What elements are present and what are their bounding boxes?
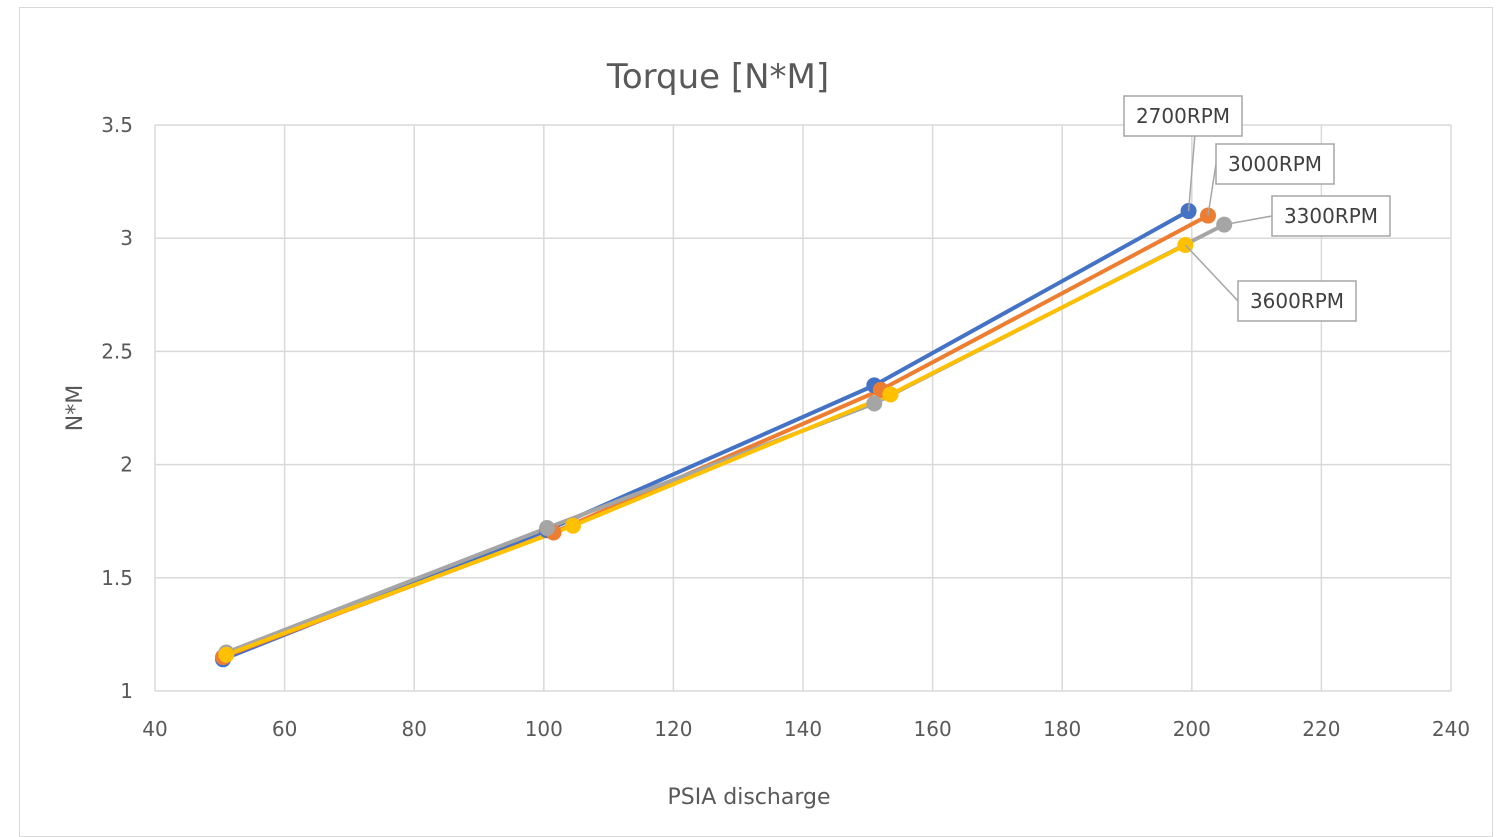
x-tick-label: 100 <box>525 717 563 741</box>
x-tick-label: 160 <box>914 717 952 741</box>
callout-box <box>1271 195 1391 237</box>
callout-box <box>1123 95 1243 137</box>
gridlines <box>154 124 1452 692</box>
callout-leader <box>1207 163 1217 216</box>
x-tick-label: 40 <box>142 717 167 741</box>
x-tick-label: 220 <box>1302 717 1340 741</box>
y-tick-label: 2 <box>120 453 133 477</box>
series-line-3 <box>224 242 1188 657</box>
y-tick-label: 3.5 <box>101 113 133 137</box>
callout-leader <box>1224 215 1273 226</box>
chart-title: Torque [N*M] <box>606 57 829 97</box>
series-markers <box>215 203 1233 668</box>
data-point <box>866 395 883 412</box>
x-tick-label: 200 <box>1173 717 1211 741</box>
y-tick-label: 1.5 <box>101 566 133 590</box>
x-axis-ticks: 40 60 80 100 120 140 160 180 200 220 240 <box>142 717 1470 741</box>
y-axis-ticks: 1 1.5 2 2.5 3 3.5 <box>101 113 133 703</box>
x-tick-label: 140 <box>784 717 822 741</box>
callout-leader <box>1184 244 1239 302</box>
callout-box <box>1237 280 1357 322</box>
series-label: 3000RPM <box>1228 152 1322 176</box>
x-tick-label: 60 <box>272 717 297 741</box>
series-label: 3300RPM <box>1284 204 1378 228</box>
series-line-0 <box>221 209 1191 662</box>
data-point <box>882 386 899 403</box>
x-tick-label: 80 <box>401 717 426 741</box>
y-tick-label: 2.5 <box>101 339 133 363</box>
callout-leader <box>1187 135 1196 212</box>
data-point <box>218 646 235 663</box>
series-label: 3600RPM <box>1250 289 1344 313</box>
series-label: 2700RPM <box>1136 104 1230 128</box>
series-lines <box>221 209 1227 662</box>
x-tick-label: 120 <box>654 717 692 741</box>
data-point <box>539 519 556 536</box>
y-axis-title: N*M <box>63 385 88 431</box>
data-point <box>564 517 581 534</box>
x-tick-label: 240 <box>1432 717 1470 741</box>
y-tick-label: 3 <box>120 226 133 250</box>
callout-box <box>1215 143 1335 185</box>
x-tick-label: 180 <box>1043 717 1081 741</box>
x-axis-title: PSIA discharge <box>668 785 831 810</box>
y-tick-label: 1 <box>120 679 133 703</box>
series-callouts: 2700RPM 3000RPM 3300RPM 3600RPM <box>1123 95 1391 322</box>
